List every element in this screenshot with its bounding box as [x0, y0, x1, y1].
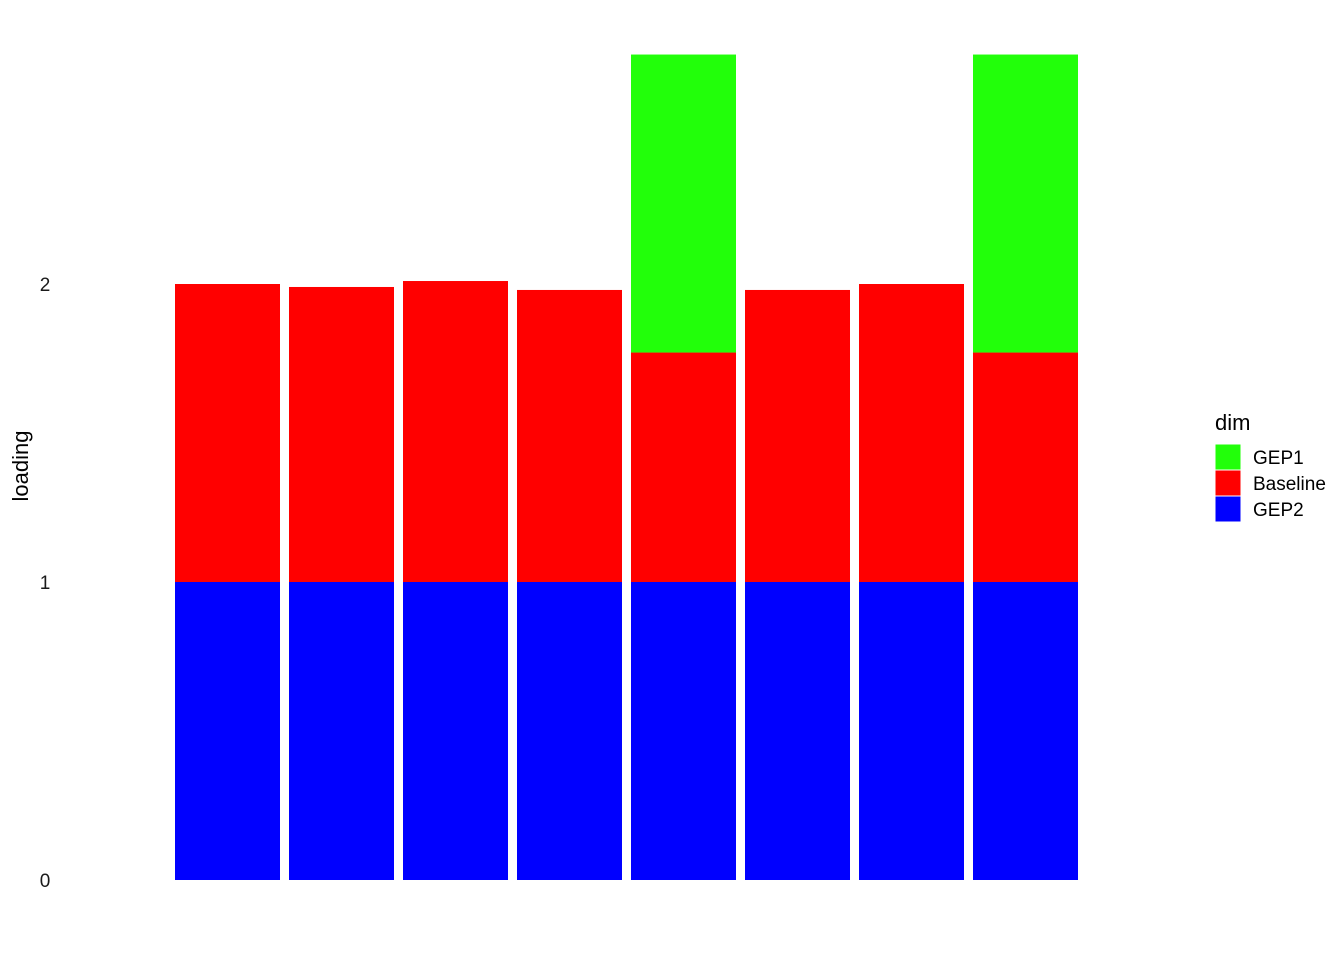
legend-items: GEP1 Baseline GEP2	[1214, 443, 1326, 523]
bar-segment-gep2-2	[289, 582, 394, 880]
bar-segment-gep2-5	[631, 582, 736, 880]
bar-segment-gep2-1	[175, 582, 280, 880]
legend-key-gep2	[1214, 495, 1242, 523]
bar-segment-gep1-8	[973, 54, 1078, 353]
bar-segment-baseline-5	[631, 352, 736, 582]
legend-label-gep1: GEP1	[1253, 448, 1304, 469]
legend-key-baseline	[1214, 469, 1242, 497]
legend-title: dim	[1215, 410, 1250, 435]
y-tick-label: 2	[40, 275, 51, 296]
bar-segment-gep2-7	[859, 582, 964, 880]
bar-segment-gep2-4	[517, 582, 622, 880]
legend-label-baseline: Baseline	[1253, 474, 1326, 495]
y-axis-title: loading	[8, 431, 33, 502]
bar-segment-baseline-4	[517, 289, 622, 582]
bar-segment-baseline-7	[859, 284, 964, 582]
bar-segment-gep1-5	[631, 54, 736, 353]
y-axis-ticks: 0 1 2	[40, 275, 51, 892]
bar-segment-gep2-8	[973, 582, 1078, 880]
bar-segment-baseline-6	[745, 289, 850, 582]
legend-key-gep1	[1214, 443, 1242, 471]
legend: dim GEP1 Baseline GEP2	[1214, 410, 1326, 523]
y-tick-label: 1	[40, 573, 51, 594]
y-tick-label: 0	[40, 871, 51, 892]
bar-segment-baseline-8	[973, 352, 1078, 582]
bar-segment-baseline-1	[175, 284, 280, 582]
legend-label-gep2: GEP2	[1253, 500, 1304, 521]
bar-segment-baseline-3	[403, 281, 508, 582]
bar-segment-gep2-6	[745, 582, 850, 880]
bars-layer	[175, 54, 1078, 880]
bar-segment-gep2-3	[403, 582, 508, 880]
bar-segment-baseline-2	[289, 286, 394, 582]
